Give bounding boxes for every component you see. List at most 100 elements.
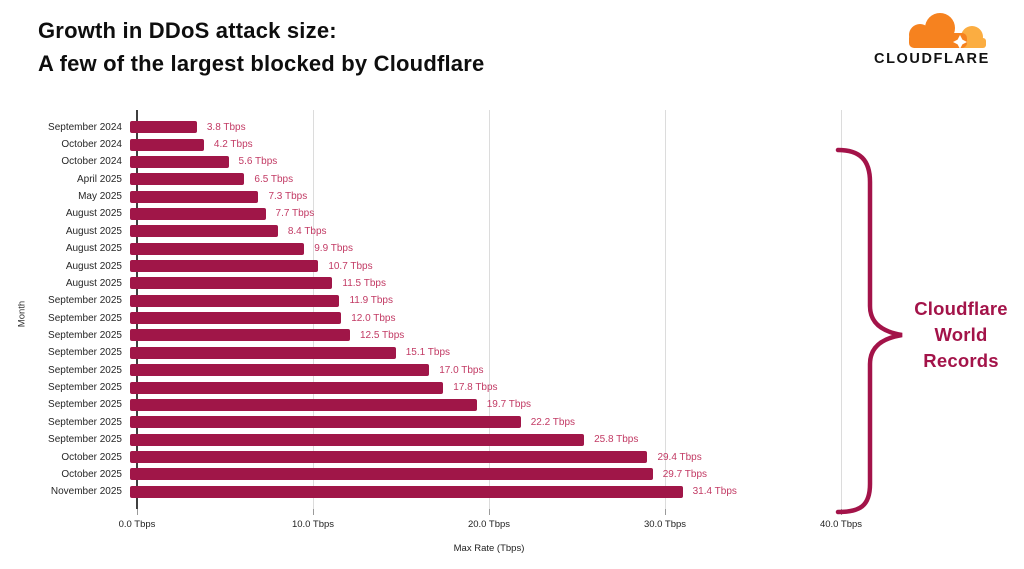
month-tick-label: September 2025 <box>48 416 122 428</box>
bar-track: 17.8 Tbps <box>130 379 834 396</box>
bar-value-label: 29.4 Tbps <box>657 451 702 463</box>
bar-value-label: 3.8 Tbps <box>206 121 246 133</box>
month-tick-label: September 2025 <box>48 364 122 376</box>
bar <box>130 138 204 151</box>
chart-row: September 2025 17.8 Tbps <box>0 379 1024 396</box>
bar-track: 6.5 Tbps <box>130 171 834 188</box>
bar <box>130 242 305 255</box>
bar-value-label: 12.0 Tbps <box>351 312 396 324</box>
curly-brace <box>835 147 903 515</box>
x-tick-label: 10.0 Tbps <box>291 519 335 530</box>
chart-row: September 2025 11.9 Tbps <box>0 292 1024 309</box>
bar-track: 19.7 Tbps <box>130 396 834 413</box>
title-line-1: Growth in DDoS attack size: <box>38 18 337 43</box>
month-tick-label: August 2025 <box>65 243 122 255</box>
chart-row: August 2025 11.5 Tbps <box>0 275 1024 292</box>
chart-row: August 2025 10.7 Tbps <box>0 257 1024 274</box>
x-tick-mark <box>313 509 314 515</box>
chart-row: September 2025 19.7 Tbps <box>0 396 1024 413</box>
month-tick-label: October 2025 <box>61 451 122 463</box>
cloudflare-cloud-icon <box>909 13 986 49</box>
bar-track: 11.9 Tbps <box>130 292 834 309</box>
x-tick-mark <box>489 509 490 515</box>
chart-row: October 2024 4.2 Tbps <box>0 136 1024 153</box>
world-records-label: Cloudflare World Records <box>898 296 1024 374</box>
bar-value-label: 9.9 Tbps <box>314 243 353 255</box>
bar-track: 29.7 Tbps <box>130 466 834 483</box>
bar <box>130 433 585 446</box>
bar-value-label: 29.7 Tbps <box>662 468 708 480</box>
month-tick-label: August 2025 <box>65 225 122 237</box>
bar-value-label: 25.8 Tbps <box>594 434 639 446</box>
bar-value-label: 6.5 Tbps <box>254 173 294 185</box>
bar-track: 11.5 Tbps <box>130 275 834 292</box>
bar <box>130 173 245 186</box>
month-tick-label: September 2025 <box>48 312 122 324</box>
bar <box>130 451 648 463</box>
chart-row: October 2025 29.7 Tbps <box>0 466 1024 483</box>
x-tick-mark <box>137 509 138 515</box>
month-tick-label: September 2025 <box>48 329 122 341</box>
bar-track: 7.3 Tbps <box>130 188 834 205</box>
bar-value-label: 11.9 Tbps <box>349 295 393 307</box>
bar-track: 22.2 Tbps <box>130 414 834 431</box>
chart-row: September 2025 17.0 Tbps <box>0 362 1024 379</box>
bar-value-label: 15.1 Tbps <box>405 347 451 359</box>
chart-row: September 2025 12.0 Tbps <box>0 309 1024 326</box>
month-tick-label: September 2025 <box>48 434 122 446</box>
month-tick-label: October 2025 <box>61 468 122 480</box>
month-tick-label: April 2025 <box>76 173 122 185</box>
x-tick-label: 40.0 Tbps <box>819 519 863 530</box>
chart-row: November 2025 31.4 Tbps <box>0 483 1024 500</box>
x-tick-label: 30.0 Tbps <box>643 519 687 530</box>
x-tick-label: 20.0 Tbps <box>467 519 511 530</box>
bar-track: 8.4 Tbps <box>130 223 834 240</box>
x-axis-title: Max Rate (Tbps) <box>453 543 525 554</box>
chart-row: October 2025 29.4 Tbps <box>0 448 1024 465</box>
bar <box>130 312 342 325</box>
bar-value-label: 22.2 Tbps <box>530 416 576 428</box>
gridline-40 <box>841 110 842 509</box>
page-title: Growth in DDoS attack size: A few of the… <box>38 14 484 80</box>
chart-row: September 2024 3.8 Tbps <box>0 119 1024 136</box>
bar-track: 29.4 Tbps <box>130 448 834 465</box>
bar-track: 5.6 Tbps <box>130 153 834 170</box>
bar <box>130 398 477 411</box>
title-line-2: A few of the largest blocked by Cloudfla… <box>38 51 485 76</box>
bar <box>130 346 396 359</box>
bar-track: 7.7 Tbps <box>130 205 834 222</box>
y-axis-title: Month <box>16 300 28 328</box>
month-tick-label: November 2025 <box>50 486 122 498</box>
bar-track: 12.5 Tbps <box>130 327 834 344</box>
bar-value-label: 11.5 Tbps <box>342 277 386 289</box>
bar <box>130 381 444 394</box>
bar-value-label: 10.7 Tbps <box>328 260 373 272</box>
chart-row: April 2025 6.5 Tbps <box>0 171 1024 188</box>
month-tick-label: August 2025 <box>65 277 122 289</box>
chart-row: September 2025 22.2 Tbps <box>0 414 1024 431</box>
bar-value-label: 17.8 Tbps <box>453 382 498 394</box>
bar <box>130 155 229 168</box>
bar-value-label: 8.4 Tbps <box>287 225 327 237</box>
x-tick-mark <box>665 509 666 515</box>
bar-value-label: 7.7 Tbps <box>275 208 315 220</box>
bar-value-label: 4.2 Tbps <box>213 139 253 151</box>
chart-row: September 2025 25.8 Tbps <box>0 431 1024 448</box>
world-records-line-1: Cloudflare <box>914 298 1008 319</box>
bar-track: 10.7 Tbps <box>130 257 834 274</box>
bar-value-label: 5.6 Tbps <box>238 156 278 168</box>
month-tick-label: September 2024 <box>48 121 122 133</box>
cloudflare-logo-text: CLOUDFLARE <box>874 51 990 67</box>
month-tick-label: September 2025 <box>48 399 122 411</box>
bar <box>130 329 350 342</box>
world-records-line-3: Records <box>923 350 999 371</box>
chart-rows: September 2024 3.8 Tbps October 2024 4.2 Tb… <box>0 110 1024 509</box>
month-tick-label: October 2024 <box>61 139 122 151</box>
chart-row: September 2025 15.1 Tbps <box>0 344 1024 361</box>
cloudflare-logo: CLOUDFLARE <box>874 13 990 67</box>
bar <box>130 294 340 307</box>
bar <box>130 364 430 377</box>
bar-value-label: 7.3 Tbps <box>268 191 308 203</box>
bar-track: 31.4 Tbps <box>130 483 834 500</box>
world-records-line-2: World <box>934 324 988 345</box>
